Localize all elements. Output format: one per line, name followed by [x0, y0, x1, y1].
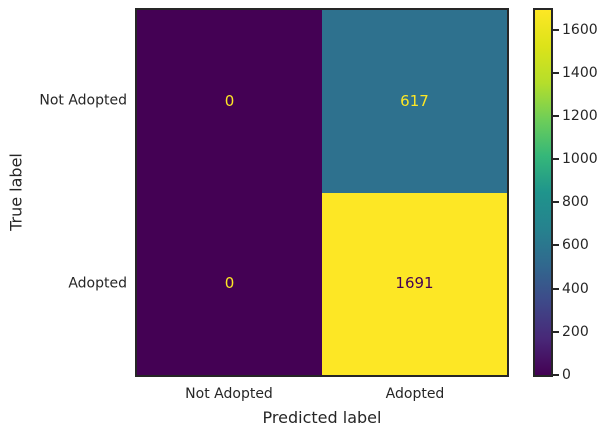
- y-tick-label-not-adopted: Not Adopted: [39, 92, 127, 109]
- colorbar-tick-label: 800: [562, 194, 589, 211]
- colorbar-tick-label: 400: [562, 280, 589, 297]
- colorbar-tick-mark: [553, 244, 559, 247]
- x-tick-label-adopted: Adopted: [385, 386, 445, 402]
- y-axis-label: True label: [6, 153, 26, 231]
- colorbar-tick-label: 1200: [562, 107, 598, 124]
- colorbar-tick-label: 1000: [562, 151, 598, 168]
- colorbar-tick-label: 0: [562, 367, 571, 383]
- colorbar-tick-label: 1400: [562, 64, 598, 81]
- colorbar-tick-mark: [553, 114, 559, 117]
- colorbar-tick-mark: [553, 201, 559, 204]
- cell-value: 617: [400, 91, 429, 110]
- colorbar-tick-label: 600: [562, 237, 589, 254]
- colorbar-tick-label: 200: [562, 323, 589, 340]
- plot-area: 0 617 0 1691: [135, 8, 509, 377]
- colorbar-tick-mark: [553, 374, 559, 376]
- colorbar-tick-mark: [553, 28, 559, 31]
- colorbar-tick-mark: [553, 158, 559, 161]
- x-axis-label: Predicted label: [262, 408, 382, 427]
- matrix-cell-r1c1: 1691: [322, 192, 507, 375]
- colorbar-tick-mark: [553, 71, 559, 74]
- cell-value: 1691: [395, 274, 434, 293]
- cell-value: 0: [224, 91, 235, 110]
- matrix-cell-r0c1: 617: [322, 10, 507, 193]
- x-tick-label-not-adopted: Not Adopted: [185, 386, 273, 402]
- colorbar-tick-label: 1600: [562, 21, 598, 38]
- y-tick-label-adopted: Adopted: [68, 275, 127, 292]
- matrix-cell-r1c0: 0: [137, 192, 322, 375]
- cell-value: 0: [224, 274, 235, 293]
- matrix-cells: 0 617 0 1691: [137, 10, 507, 375]
- colorbar-tick-mark: [553, 287, 559, 290]
- matrix-cell-r0c0: 0: [137, 10, 322, 193]
- colorbar: [533, 8, 553, 377]
- colorbar-tick-mark: [553, 330, 559, 333]
